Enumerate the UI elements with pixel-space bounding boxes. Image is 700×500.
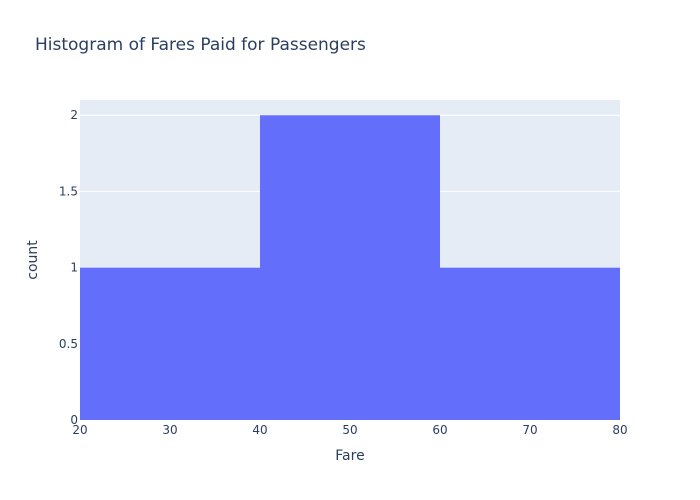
y-tick-label: 0 [70,413,78,427]
x-tick-label: 70 [522,423,537,437]
x-tick-label: 60 [432,423,447,437]
y-tick-label: 2 [70,108,78,122]
y-axis-title: count [25,240,41,280]
x-tick-label: 20 [72,423,87,437]
x-tick-label: 50 [342,423,357,437]
bars [80,115,620,420]
x-tick-label: 30 [162,423,177,437]
histogram-bar-1[interactable] [80,267,260,420]
y-tick-label: 1 [70,261,78,275]
x-tick-label: 40 [252,423,267,437]
histogram-bar-3[interactable] [440,267,620,420]
x-tick-label: 80 [612,423,627,437]
y-tick-label: 1.5 [59,184,78,198]
x-axis-title: Fare [335,448,364,464]
histogram-bar-2[interactable] [260,115,440,420]
y-axis-ticks: 0 0.5 1 1.5 2 [59,108,78,427]
chart-title: Histogram of Fares Paid for Passengers [35,35,366,55]
x-axis-ticks: 20 30 40 50 60 70 80 [72,423,627,437]
y-tick-label: 0.5 [59,337,78,351]
